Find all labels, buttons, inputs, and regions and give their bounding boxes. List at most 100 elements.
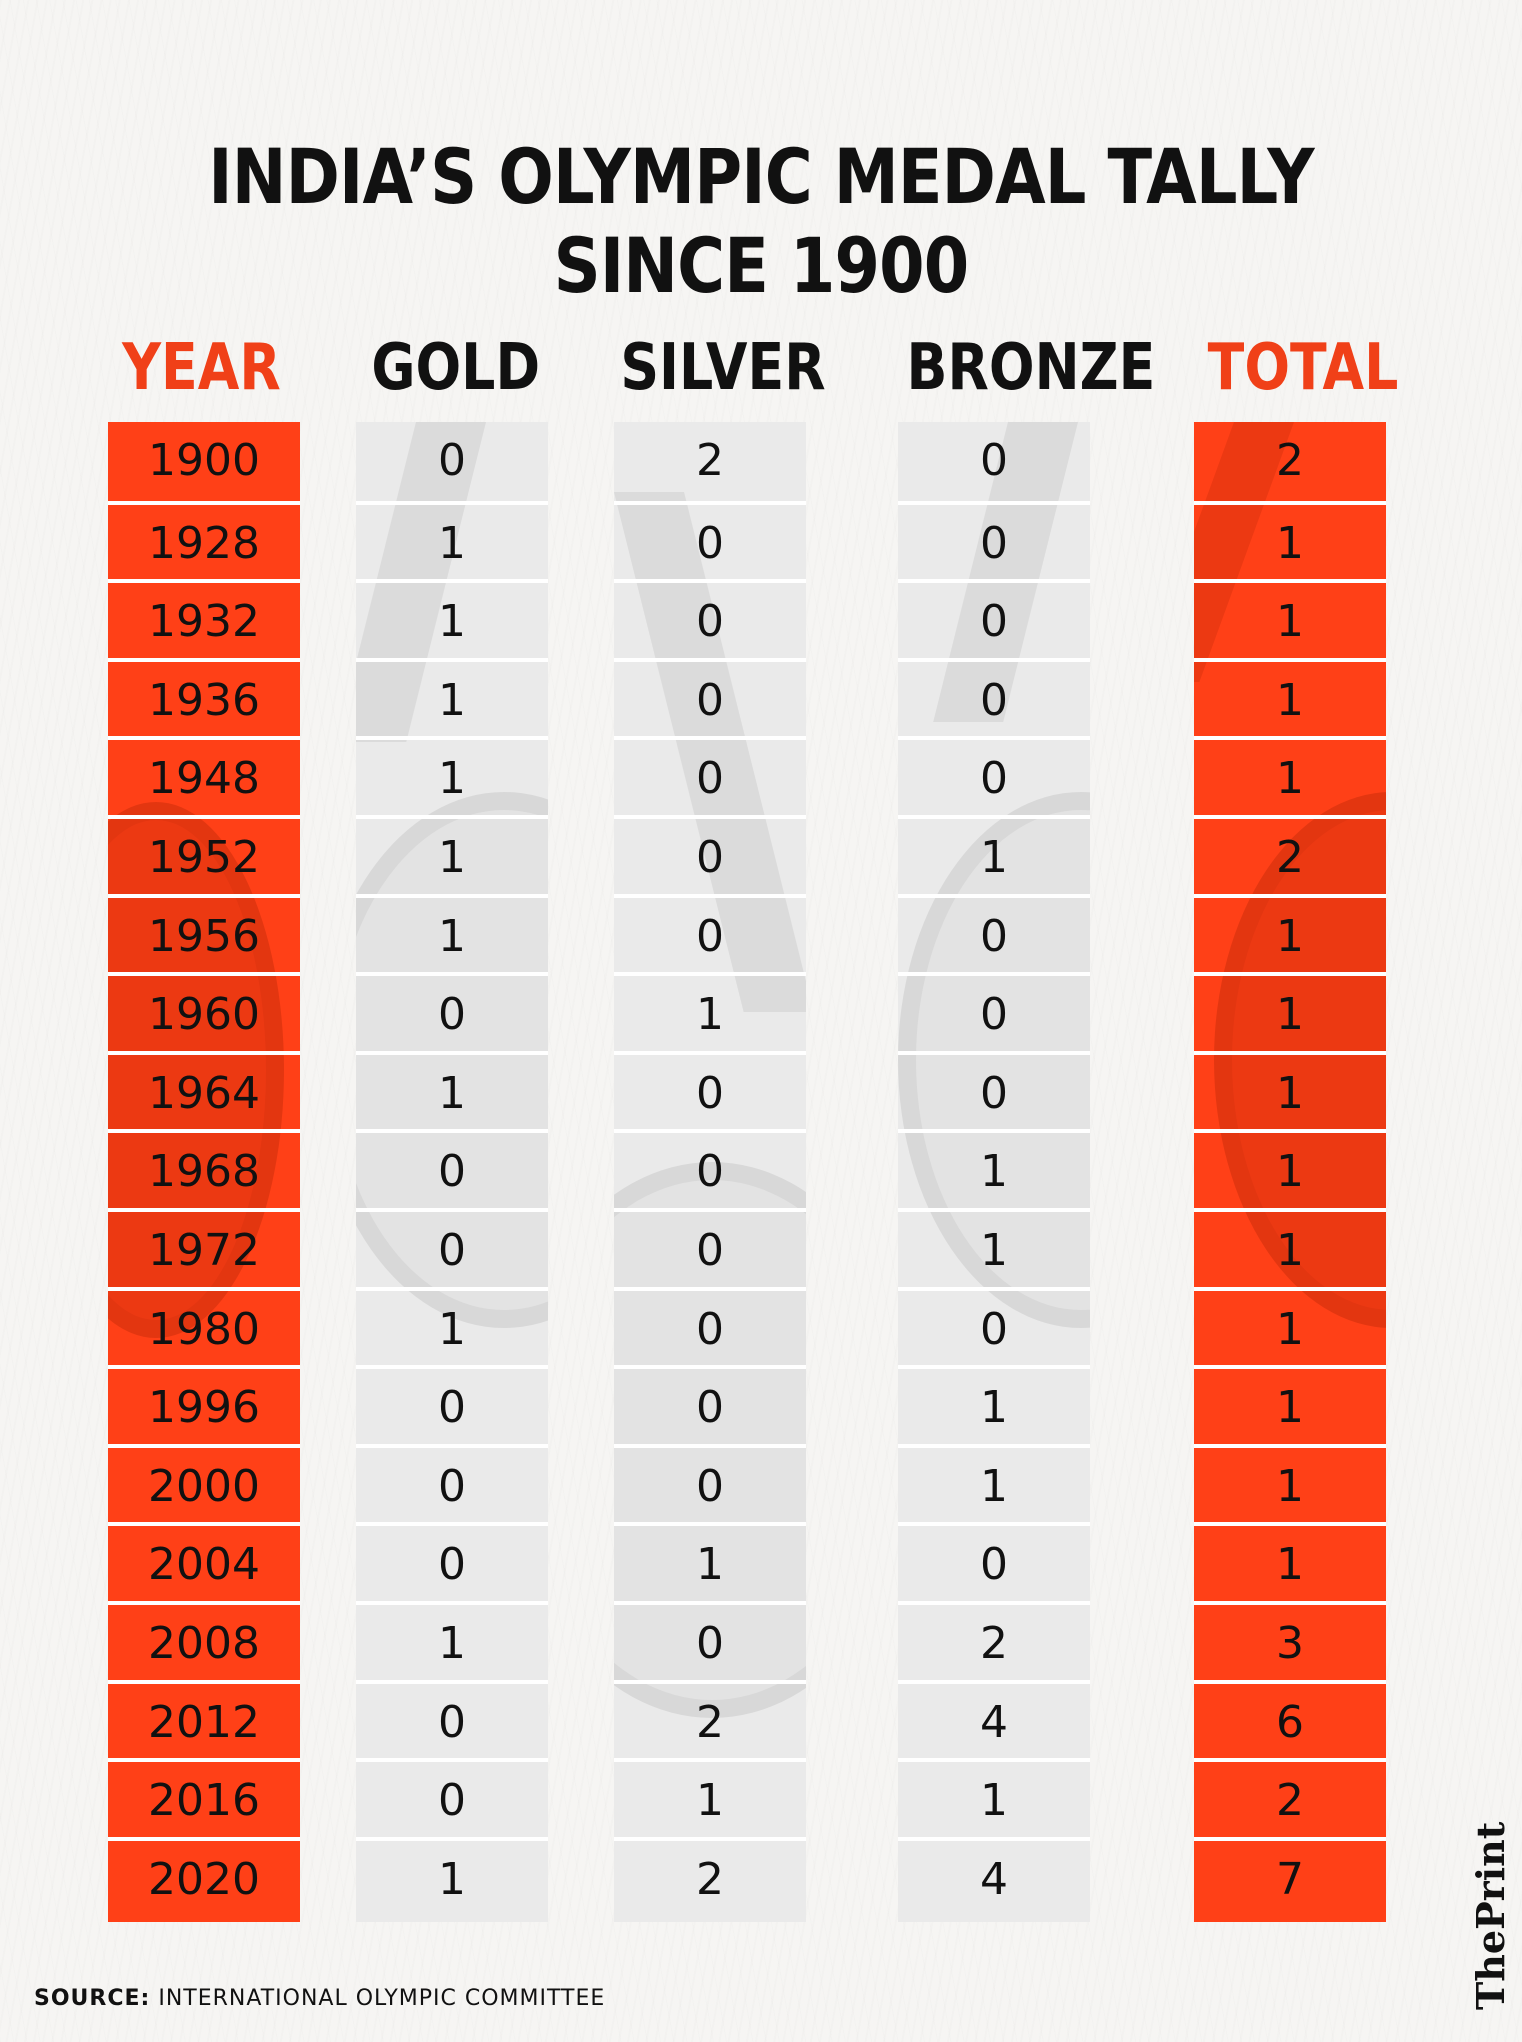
bronze-cell: 0 <box>898 1522 1090 1600</box>
bronze-cell: 4 <box>898 1836 1090 1915</box>
header-bronze: BRONZE <box>906 331 1156 405</box>
silver-cell: 0 <box>614 815 806 893</box>
gold-cell: 0 <box>356 1129 548 1207</box>
total-cell: 1 <box>1194 1522 1386 1600</box>
year-cell: 2016 <box>108 1758 300 1836</box>
total-cell: 1 <box>1194 1443 1386 1522</box>
total-cell: 1 <box>1194 736 1386 814</box>
total-cell: 1 <box>1194 893 1386 972</box>
gold-cell: 0 <box>438 435 466 486</box>
year-cell: 1968 <box>108 1129 300 1207</box>
year-cell: 1928 <box>108 500 300 579</box>
gold-cell: 1 <box>356 500 548 579</box>
year-cell: 1900 <box>148 435 260 486</box>
year-column: 1900 1928 1932 1936 1948 1952 1956 1960 1964 1968… <box>108 422 300 1922</box>
silver-cell: 0 <box>614 657 806 736</box>
year-cell: 1948 <box>108 736 300 814</box>
year-cell: 2004 <box>108 1522 300 1600</box>
total-cell: 1 <box>1194 1050 1386 1129</box>
bronze-cell: 1 <box>898 1443 1090 1522</box>
gold-cell: 1 <box>356 815 548 893</box>
header-total: TOTAL <box>1207 331 1399 405</box>
total-cell: 7 <box>1194 1836 1386 1915</box>
gold-cell: 0 <box>356 1208 548 1286</box>
silver-cell: 0 <box>614 1601 806 1679</box>
bronze-cell: 1 <box>898 1129 1090 1207</box>
total-cell: 1 <box>1194 1365 1386 1443</box>
bronze-cell: 0 <box>898 736 1090 814</box>
gold-cell: 1 <box>356 657 548 736</box>
gold-cell: 0 <box>356 1443 548 1522</box>
header-gold: GOLD <box>371 331 541 405</box>
year-cell: 2008 <box>108 1601 300 1679</box>
gold-cell: 0 <box>356 1758 548 1836</box>
gold-cell: 0 <box>356 1365 548 1443</box>
year-cell: 1936 <box>108 657 300 736</box>
bronze-cell: 0 <box>898 1286 1090 1365</box>
year-cell: 1980 <box>108 1286 300 1365</box>
bronze-cell: 1 <box>898 1758 1090 1836</box>
total-cell: 1 <box>1194 1208 1386 1286</box>
source-label: SOURCE: <box>34 1986 151 2011</box>
total-cell: 2 <box>1276 435 1304 486</box>
chart-title: INDIA’S OLYMPIC MEDAL TALLY SINCE 1900 <box>208 132 1314 310</box>
bronze-cell: 0 <box>898 657 1090 736</box>
year-cell: 1956 <box>108 893 300 972</box>
header-silver: SILVER <box>620 331 826 405</box>
silver-cell: 0 <box>614 1286 806 1365</box>
year-cell: 1952 <box>108 815 300 893</box>
bronze-cell: 0 <box>898 893 1090 972</box>
bronze-cell: 1 <box>898 815 1090 893</box>
gold-cell: 1 <box>356 1286 548 1365</box>
silver-cell: 0 <box>614 1208 806 1286</box>
bronze-cell: 2 <box>898 1601 1090 1679</box>
source-text: INTERNATIONAL OLYMPIC COMMITTEE <box>158 1986 606 2011</box>
total-cell: 2 <box>1194 1758 1386 1836</box>
bronze-cell: 0 <box>898 1050 1090 1129</box>
silver-medal-decoration <box>614 1162 806 1718</box>
silver-cell: 0 <box>614 893 806 972</box>
bronze-cell: 0 <box>898 579 1090 657</box>
gold-cell: 0 <box>356 1522 548 1600</box>
total-cell: 1 <box>1194 972 1386 1050</box>
silver-cell: 0 <box>614 1443 806 1522</box>
silver-cell: 2 <box>614 1836 806 1915</box>
gold-cell: 0 <box>356 972 548 1050</box>
gold-cell: 0 <box>356 1679 548 1758</box>
bronze-cell: 0 <box>898 500 1090 579</box>
gold-medal-decoration <box>356 792 548 1328</box>
year-cell: 1964 <box>108 1050 300 1129</box>
silver-cell: 0 <box>614 579 806 657</box>
silver-cell: 1 <box>614 972 806 1050</box>
total-cell: 2 <box>1194 815 1386 893</box>
silver-cell: 0 <box>614 1129 806 1207</box>
total-cell: 1 <box>1194 579 1386 657</box>
total-cell: 1 <box>1194 1129 1386 1207</box>
year-cell: 1996 <box>108 1365 300 1443</box>
year-cell: 2000 <box>108 1443 300 1522</box>
bronze-cell: 1 <box>898 1365 1090 1443</box>
gold-cell: 1 <box>356 1601 548 1679</box>
year-cell: 2012 <box>108 1679 300 1758</box>
total-cell: 6 <box>1194 1679 1386 1758</box>
header-year: YEAR <box>122 331 281 405</box>
total-cell: 1 <box>1194 1286 1386 1365</box>
total-cell: 3 <box>1194 1601 1386 1679</box>
theprint-logo: ThePrint <box>1468 1821 1513 2010</box>
bronze-cell: 0 <box>980 435 1008 486</box>
silver-cell: 0 <box>614 1365 806 1443</box>
gold-cell: 1 <box>356 736 548 814</box>
source-note: SOURCE: INTERNATIONAL OLYMPIC COMMITTEE <box>34 1986 605 2011</box>
total-cell: 1 <box>1194 500 1386 579</box>
total-cell: 1 <box>1194 657 1386 736</box>
gold-cell: 1 <box>356 893 548 972</box>
silver-cell: 0 <box>614 1050 806 1129</box>
year-cell: 1960 <box>108 972 300 1050</box>
gold-cell: 1 <box>356 1836 548 1915</box>
silver-cell: 2 <box>696 435 724 486</box>
silver-cell: 2 <box>614 1679 806 1758</box>
